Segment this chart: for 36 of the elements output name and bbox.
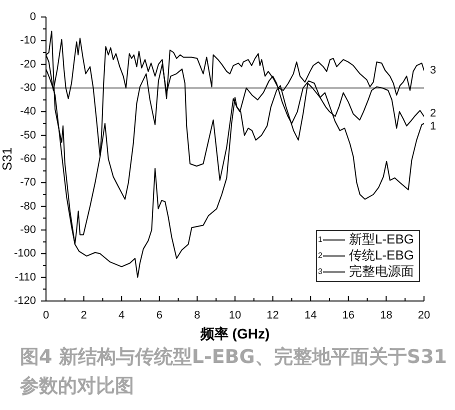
annotation: 1	[318, 235, 323, 244]
y-tick-label: -60	[20, 153, 36, 166]
y-tick-label: -30	[20, 82, 36, 94]
x-tick-label: 14	[304, 310, 317, 322]
x-tick-label: 8	[194, 310, 200, 322]
x-axis-title: 频率 (GHz)	[199, 325, 270, 342]
y-tick-label: 0	[30, 11, 36, 24]
y-tick-label: -40	[20, 106, 36, 118]
x-tick-label: 0	[42, 310, 50, 322]
text: 1	[430, 120, 436, 132]
x-tick-label: 16	[342, 310, 355, 322]
caption: 图4 新结构与传统型L-EBG、完整地平面关于S31参数的对比图	[20, 345, 448, 399]
y-tick-label: -80	[20, 200, 36, 212]
y-tick-label: -90	[20, 224, 36, 236]
annotation: 3	[318, 267, 323, 276]
y-tick-label: -10	[20, 34, 36, 47]
legend-label: 新型L-EBG	[348, 232, 414, 247]
x-tick-label: 2	[80, 310, 87, 322]
y-tick-label: -120	[14, 295, 36, 308]
text: 3	[430, 64, 436, 76]
y-tick-label: -110	[14, 271, 36, 284]
x-tick-label: 4	[118, 310, 125, 322]
y-axis-title: S31	[0, 147, 14, 171]
text: 2	[430, 107, 436, 120]
x-tick-label: 10	[228, 310, 242, 322]
legend-label: 完整电源面	[348, 264, 414, 279]
legend-label: 传统L-EBG	[348, 248, 414, 263]
y-tick-label: -50	[20, 129, 36, 142]
annotation: 2	[318, 251, 323, 260]
x-tick-label: 12	[266, 310, 279, 322]
y-tick-label: -70	[20, 176, 36, 189]
x-tick-label: 18	[380, 310, 392, 322]
x-tick-label: 6	[156, 310, 162, 322]
y-tick-label: -100	[14, 248, 36, 260]
y-tick-label: -20	[20, 58, 36, 70]
x-tick-label: 20	[418, 310, 430, 322]
